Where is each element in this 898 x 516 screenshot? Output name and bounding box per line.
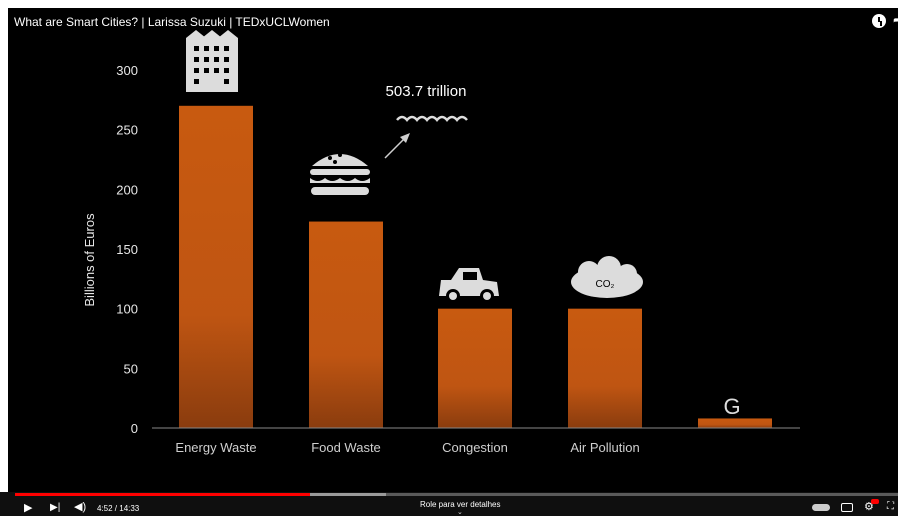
y-tick-label: 200: [116, 182, 138, 197]
progress-played: [15, 493, 310, 496]
hd-badge: [871, 499, 879, 504]
play-icon[interactable]: ▶: [24, 502, 33, 514]
autoplay-toggle[interactable]: [812, 504, 830, 511]
bar-energy-waste: [179, 105, 253, 429]
co2-label: CO₂: [596, 279, 615, 290]
miniplayer-icon[interactable]: ⛶: [887, 501, 894, 512]
player-controls: [0, 492, 898, 516]
y-tick-label: 50: [124, 361, 138, 376]
x-tick-label: Food Waste: [311, 440, 381, 455]
bar-air-pollution: [568, 308, 642, 428]
y-tick-label: 0: [131, 421, 138, 436]
bar-food-waste: [309, 221, 383, 428]
next-icon[interactable]: ▶|: [50, 502, 61, 513]
progress-bar[interactable]: [15, 493, 898, 496]
scroll-hint[interactable]: Role para ver detalhes: [420, 500, 501, 509]
y-tick-label: 100: [116, 302, 138, 317]
bar-unlabeled: [698, 418, 772, 428]
car-icon: [439, 268, 499, 303]
watch-later-icon[interactable]: [872, 14, 886, 28]
volume-icon[interactable]: ◀): [74, 501, 87, 513]
y-axis-label: Billions of Euros: [82, 213, 97, 307]
building-icon: [186, 30, 238, 92]
y-tick-label: 300: [116, 63, 138, 78]
video-frame[interactable]: What are Smart Cities? | Larissa Suzuki …: [8, 8, 898, 492]
subtitles-icon[interactable]: [841, 503, 853, 512]
wave-icon: [396, 115, 468, 122]
chevron-down-icon[interactable]: ⌄: [457, 509, 463, 516]
x-tick-label: Air Pollution: [570, 440, 639, 455]
time-display: 4:52 / 14:33: [97, 504, 140, 513]
y-tick-label: 150: [116, 242, 138, 257]
settings-icon[interactable]: ⚙: [864, 501, 874, 513]
burger-icon: [310, 153, 370, 195]
co2-cloud-icon: CO₂: [571, 256, 643, 298]
g-letter-icon: G: [723, 394, 740, 419]
share-icon[interactable]: ➦: [893, 12, 898, 28]
bar-chart: 0 50 100 150 200 250 300 Energy Waste Food Wast…: [82, 30, 800, 455]
annotation-text: 503.7 trillion: [386, 83, 467, 100]
y-tick-label: 250: [116, 123, 138, 138]
arrow-icon: [384, 133, 410, 159]
x-tick-label: Congestion: [442, 440, 508, 455]
video-title[interactable]: What are Smart Cities? | Larissa Suzuki …: [14, 15, 330, 29]
bar-congestion: [438, 308, 512, 428]
x-tick-label: Energy Waste: [175, 440, 256, 455]
